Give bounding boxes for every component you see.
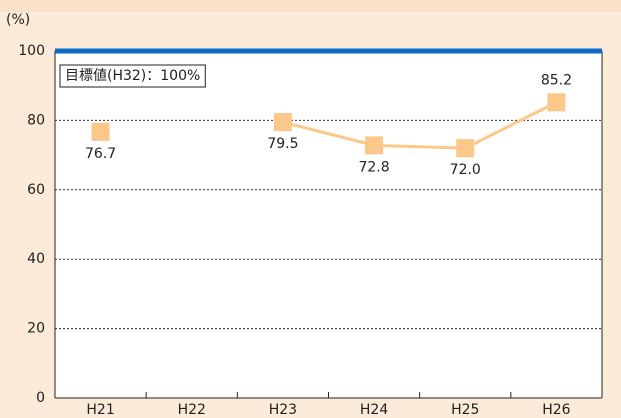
x-tick-label: H24: [360, 402, 388, 418]
marker: [547, 93, 566, 112]
y-tick-label: 40: [27, 251, 45, 267]
y-axis-label: (%): [6, 12, 30, 28]
data-label: 79.5: [267, 136, 298, 152]
data-label: 85.2: [541, 72, 572, 88]
data-label: 72.0: [450, 162, 481, 178]
x-tick-label: H23: [269, 402, 297, 418]
x-tick-label: H26: [542, 402, 570, 418]
marker: [365, 136, 384, 155]
y-tick-label: 80: [27, 112, 45, 128]
y-tick-label: 100: [18, 43, 45, 59]
data-label: 72.8: [358, 159, 389, 175]
x-tick-label: H25: [451, 402, 479, 418]
marker: [91, 122, 110, 141]
x-tick-label: H21: [86, 402, 114, 418]
target-label-box: [59, 64, 206, 88]
y-tick-label: 60: [27, 182, 45, 198]
marker: [273, 113, 292, 132]
data-label: 76.7: [85, 146, 116, 162]
series-line: [282, 101, 558, 150]
target-label: 目標値(H32)：100%: [65, 68, 200, 84]
marker: [456, 139, 475, 158]
top-band: [0, 0, 621, 12]
y-tick-label: 20: [27, 321, 45, 337]
x-tick-label: H22: [178, 402, 206, 418]
plot-area: [55, 51, 602, 398]
y-tick-label: 0: [36, 390, 45, 406]
